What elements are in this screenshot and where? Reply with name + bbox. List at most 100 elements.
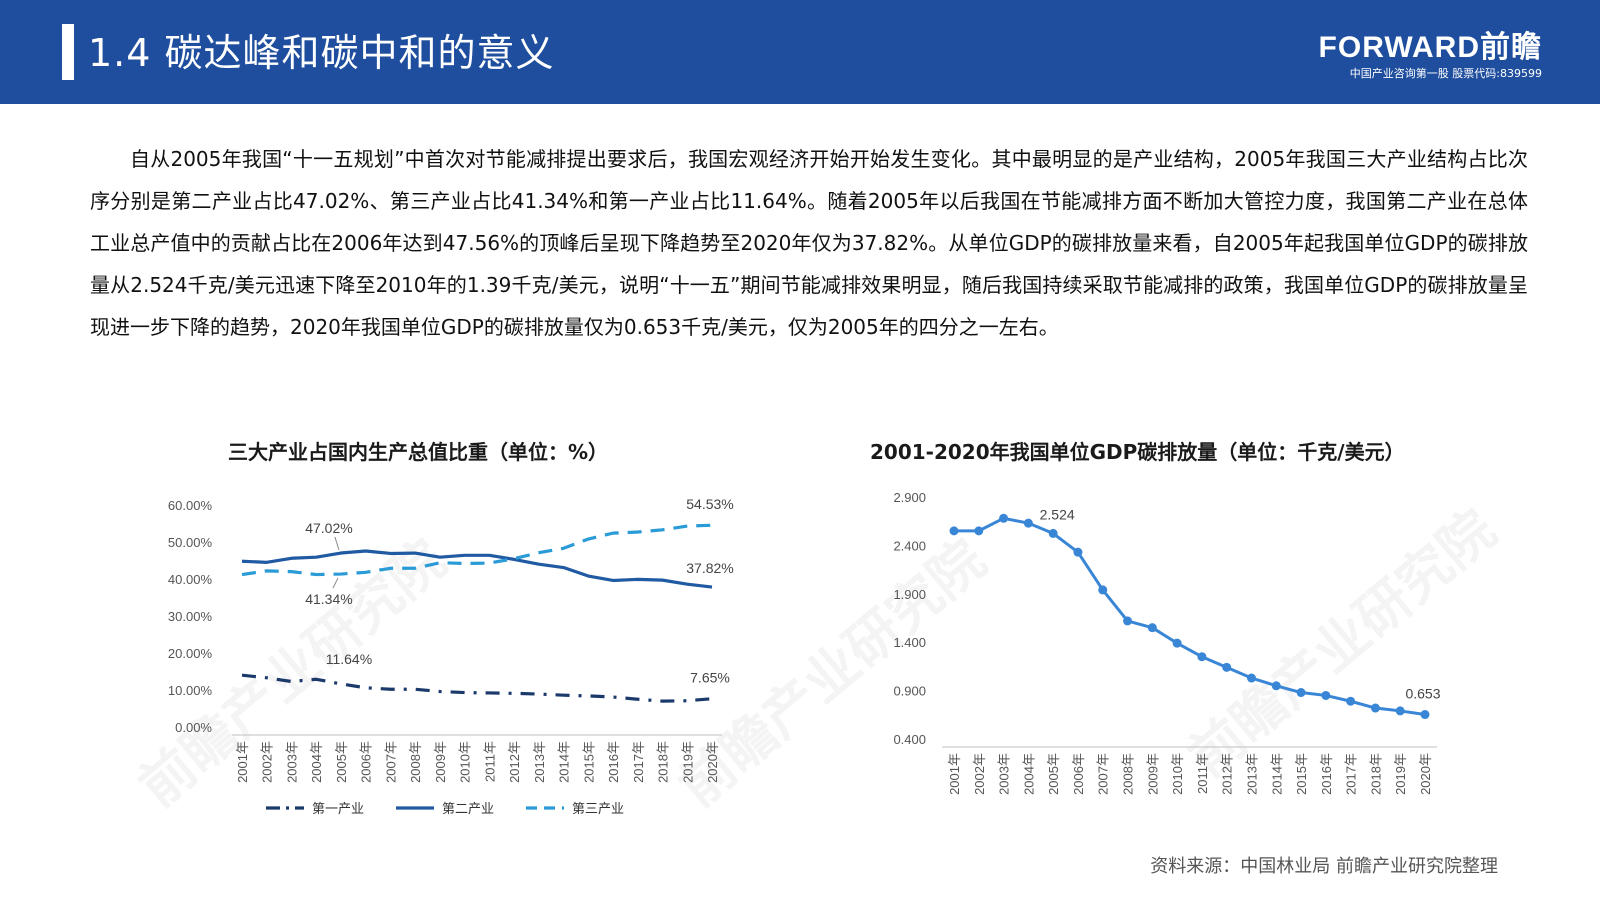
- chart2-data-point: [1023, 518, 1033, 528]
- chart1-series-line-1: [241, 673, 713, 703]
- chart2-x-tick-label: 2011年: [1195, 753, 1210, 794]
- chart1-y-tick-label: 60.00%: [168, 498, 213, 513]
- chart2-data-point: [1395, 706, 1405, 716]
- chart1-title: 三大产业占国内生产总值比重（单位：%）: [228, 440, 609, 464]
- chart1-series-line-3: [241, 523, 713, 577]
- chart2-y-tick-label: 1.400: [893, 635, 926, 650]
- chart1-x-tick-label: 2014年: [557, 741, 572, 783]
- chart2-series-line: [954, 516, 1426, 716]
- page-title: 1.4 碳达峰和碳中和的意义: [88, 31, 555, 75]
- chart2-x-tick-label: 2006年: [1071, 753, 1086, 795]
- chart1-y-tick-label: 50.00%: [168, 535, 213, 550]
- chart1-x-tick-label: 2017年: [631, 741, 646, 783]
- chart2-y-tick-label: 0.400: [893, 732, 926, 747]
- chart2-data-point: [974, 526, 984, 536]
- chart1-x-tick-label: 2015年: [581, 741, 596, 783]
- chart1-x-tick-label: 2008年: [408, 741, 423, 783]
- chart2-y-tick-label: 2.400: [893, 538, 926, 553]
- chart2-data-point: [1420, 710, 1430, 720]
- chart1-legend-label-2: 第二产业: [442, 802, 494, 817]
- chart2-data-point: [999, 513, 1009, 523]
- chart2-data-point: [1296, 688, 1306, 698]
- chart2-data-point: [1321, 690, 1331, 700]
- chart1-leader-line: [332, 577, 339, 589]
- chart2-x-tick-label: 2016年: [1319, 753, 1334, 795]
- chart2-x-tick-label: 2017年: [1344, 753, 1359, 795]
- chart1-legend-label-3: 第三产业: [572, 802, 624, 817]
- chart1-label-primary-2005: 11.64%: [326, 651, 372, 667]
- chart2-x-tick-label: 2019年: [1393, 753, 1408, 795]
- chart1-x-tick-label: 2006年: [359, 741, 374, 783]
- chart2-x-tick-label: 2004年: [1021, 753, 1036, 795]
- chart2-data-point: [1222, 662, 1232, 672]
- chart1-x-tick-label: 2004年: [309, 741, 324, 783]
- chart1-x-tick-label: 2003年: [284, 741, 299, 783]
- chart1-label-tertiary-2005: 41.34%: [305, 591, 352, 607]
- body-paragraph: 自从2005年我国“十一五规划”中首次对节能减排提出要求后，我国宏观经济开始开始…: [90, 147, 1528, 339]
- chart2-x-tick-label: 2015年: [1294, 753, 1309, 795]
- chart1-x-tick-label: 2009年: [433, 741, 448, 783]
- logo-brand: FORWARD前瞻: [1318, 31, 1542, 64]
- chart1-x-tick-label: 2011年: [482, 741, 497, 782]
- title-accent-bar: [62, 24, 74, 80]
- chart1-leader-line: [334, 536, 340, 551]
- chart2-x-tick-label: 2010年: [1170, 753, 1185, 795]
- chart1-legend-label-1: 第一产业: [312, 802, 364, 817]
- chart1-x-tick-label: 2002年: [260, 741, 275, 783]
- chart2-x-tick-label: 2003年: [997, 753, 1012, 795]
- chart1-label-primary-2020: 7.65%: [690, 670, 730, 686]
- chart1-x-tick-label: 2013年: [532, 741, 547, 783]
- chart1-label-secondary-2020: 37.82%: [686, 560, 733, 576]
- chart2-x-tick-label: 2008年: [1121, 753, 1136, 795]
- chart2-x-tick-label: 2020年: [1418, 753, 1433, 795]
- chart1-x-tick-label: 2019年: [680, 741, 695, 783]
- chart2-data-point: [1172, 638, 1182, 648]
- chart2-x-tick-label: 2013年: [1244, 753, 1259, 795]
- chart1-x-tick-label: 2012年: [507, 741, 522, 783]
- chart2-title: 2001-2020年我国单位GDP碳排放量（单位：千克/美元）: [870, 440, 1405, 464]
- header-bar: 1.4 碳达峰和碳中和的意义 FORWARD前瞻 中国产业咨询第一股 股票代码:…: [0, 0, 1600, 104]
- chart2-data-point: [1073, 547, 1083, 557]
- chart1-label-tertiary-2020: 54.53%: [686, 496, 733, 512]
- chart2-x-tick-label: 2018年: [1368, 753, 1383, 795]
- chart2-x-tick-label: 2014年: [1269, 753, 1284, 795]
- chart2-data-point: [949, 526, 959, 536]
- chart1-x-tick-label: 2007年: [383, 741, 398, 783]
- chart2-data-point: [1098, 585, 1108, 595]
- chart2-data-point: [1197, 652, 1207, 662]
- chart1-y-tick-label: 20.00%: [168, 646, 213, 661]
- chart1-y-tick-label: 10.00%: [168, 683, 213, 698]
- chart2-data-point: [1048, 528, 1058, 538]
- chart1-series-line-2: [241, 549, 713, 589]
- chart2-x-tick-label: 2009年: [1145, 753, 1160, 795]
- chart1-label-secondary-2005: 47.02%: [305, 520, 352, 536]
- logo-tagline: 中国产业咨询第一股 股票代码:839599: [1349, 67, 1542, 80]
- chart2-x-tick-label: 2007年: [1096, 753, 1111, 795]
- chart2-y-tick-label: 1.900: [893, 587, 926, 602]
- chart2-data-point: [1370, 703, 1380, 713]
- chart2-data-point: [1271, 681, 1281, 691]
- chart2-y-tick-label: 2.900: [893, 490, 926, 505]
- chart1-y-tick-label: 30.00%: [168, 609, 213, 624]
- chart2-label-2020: 0.653: [1405, 686, 1440, 702]
- chart1-y-tick-label: 40.00%: [168, 572, 213, 587]
- chart1-x-tick-label: 2010年: [458, 741, 473, 783]
- chart2-label-2005: 2.524: [1040, 506, 1075, 522]
- source-note: 资料来源：中国林业局 前瞻产业研究院整理: [1150, 856, 1498, 877]
- chart1-x-tick-label: 2016年: [606, 741, 621, 783]
- chart2-data-point: [1246, 673, 1256, 683]
- chart2-data-point: [1123, 616, 1133, 626]
- chart2-y-tick-label: 0.900: [893, 684, 926, 699]
- chart1-x-tick-label: 2018年: [656, 741, 671, 783]
- chart1-x-tick-label: 2001年: [235, 741, 250, 783]
- chart2-x-tick-label: 2001年: [947, 753, 962, 795]
- chart2-x-tick-label: 2002年: [972, 753, 987, 795]
- company-logo: FORWARD前瞻 中国产业咨询第一股 股票代码:839599: [1302, 32, 1542, 82]
- chart2-x-tick-label: 2012年: [1220, 753, 1235, 795]
- chart1-y-tick-label: 0.00%: [175, 720, 212, 735]
- chart2-data-point: [1346, 696, 1356, 706]
- chart2-x-tick-label: 2005年: [1046, 753, 1061, 795]
- chart1-x-tick-label: 2005年: [334, 741, 349, 783]
